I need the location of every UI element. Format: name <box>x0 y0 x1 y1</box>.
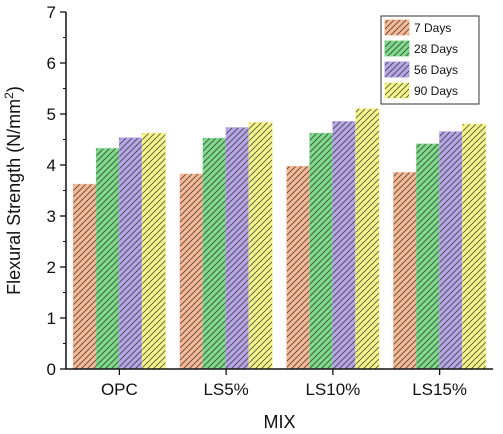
y-axis-title: Flexural Strength (N/mm2) <box>2 86 24 295</box>
legend-label: 56 Days <box>414 63 458 77</box>
bars-layer <box>72 108 487 370</box>
y-tick-label: 5 <box>47 105 56 124</box>
x-tick-label: LS10% <box>305 380 360 399</box>
x-tick-label: OPC <box>101 380 138 399</box>
x-tick-label: LS15% <box>412 380 467 399</box>
y-axis-title-close: ) <box>4 86 24 92</box>
bar-ls15-90-days <box>462 123 487 370</box>
x-tick-label: LS5% <box>203 380 248 399</box>
y-tick-label: 1 <box>47 309 56 328</box>
legend-label: 90 Days <box>414 84 458 98</box>
bar-ls5-7-days <box>179 173 204 370</box>
y-tick-label: 0 <box>47 360 56 379</box>
bar-ls5-90-days <box>248 122 273 370</box>
bar-ls10-56-days <box>332 121 357 370</box>
bar-opc-28-days <box>95 148 120 370</box>
axes-layer: 0 1 2 3 4 5 6 7 OPC LS5% LS10% LS15% <box>47 3 493 399</box>
y-tick-label: 3 <box>47 207 56 226</box>
legend-item-90-days: 90 Days <box>384 82 458 99</box>
bar-ls15-7-days <box>393 172 418 370</box>
legend-label: 7 Days <box>414 21 451 35</box>
y-tick-label: 7 <box>47 3 56 22</box>
bar-opc-56-days <box>118 137 143 370</box>
bar-ls5-28-days <box>202 137 227 370</box>
legend-item-28-days: 28 Days <box>384 40 458 57</box>
bar-ls15-28-days <box>416 143 441 370</box>
x-axis-title: MIX <box>263 412 295 432</box>
legend: 7 Days 28 Days 56 Days 90 Days <box>380 15 480 105</box>
y-tick-label: 4 <box>47 156 56 175</box>
y-tick-label: 6 <box>47 54 56 73</box>
legend-item-7-days: 7 Days <box>384 19 451 36</box>
bar-ls10-90-days <box>355 108 380 370</box>
bar-opc-90-days <box>141 132 166 370</box>
legend-label: 28 Days <box>414 42 458 56</box>
bar-ls5-56-days <box>225 127 250 370</box>
y-axis-title-superscript: 2 <box>2 92 16 99</box>
y-tick-label: 2 <box>47 258 56 277</box>
bar-ls10-7-days <box>286 166 311 370</box>
legend-item-56-days: 56 Days <box>384 61 458 78</box>
y-axis-title-main: Flexural Strength (N/mm <box>4 99 24 295</box>
bar-ls15-56-days <box>439 131 464 370</box>
bar-ls10-28-days <box>309 132 334 370</box>
bar-opc-7-days <box>72 183 97 370</box>
